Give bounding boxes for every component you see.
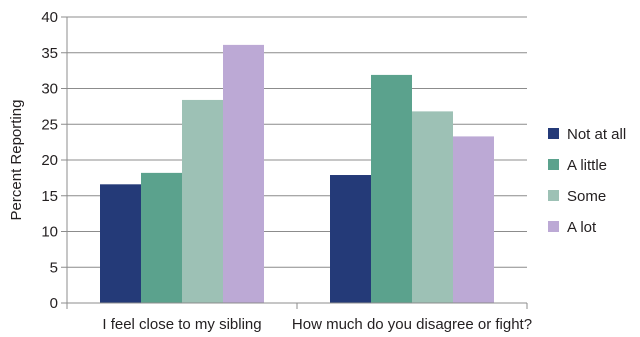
- x-axis-categories: I feel close to my sibling How much do yo…: [66, 303, 532, 333]
- y-tick-label: 25: [41, 116, 58, 133]
- y-tick-label: 40: [41, 9, 58, 26]
- legend-swatch: [548, 190, 559, 201]
- y-tick-label: 20: [41, 152, 58, 169]
- y-tick-label: 10: [41, 224, 58, 241]
- legend-label: A little: [567, 157, 607, 174]
- bar: [371, 74, 412, 303]
- legend: Not at all A little Some A lot: [548, 126, 626, 236]
- bar: [223, 44, 264, 303]
- bar: [330, 175, 371, 303]
- bar: [453, 136, 494, 303]
- bar: [412, 111, 453, 303]
- y-tick-label: 5: [50, 259, 58, 276]
- bar: [100, 184, 141, 303]
- y-axis-ticks: 0 5 10 15 20 25 30 35 40: [41, 9, 68, 312]
- bars: [100, 44, 494, 303]
- legend-swatch: [548, 128, 559, 139]
- y-axis-title: Percent Reporting: [8, 100, 25, 221]
- y-tick-label: 15: [41, 188, 58, 205]
- legend-label: Not at all: [567, 126, 626, 143]
- legend-swatch: [548, 221, 559, 232]
- x-category-label: I feel close to my sibling: [102, 316, 261, 333]
- y-tick-label: 35: [41, 45, 58, 62]
- x-category-label: How much do you disagree or fight?: [292, 316, 532, 333]
- legend-label: Some: [567, 188, 606, 205]
- y-tick-label: 30: [41, 81, 58, 98]
- y-tick-label: 0: [50, 295, 58, 312]
- legend-label: A lot: [567, 219, 597, 236]
- bar: [182, 99, 223, 303]
- bar: [141, 172, 182, 303]
- legend-swatch: [548, 159, 559, 170]
